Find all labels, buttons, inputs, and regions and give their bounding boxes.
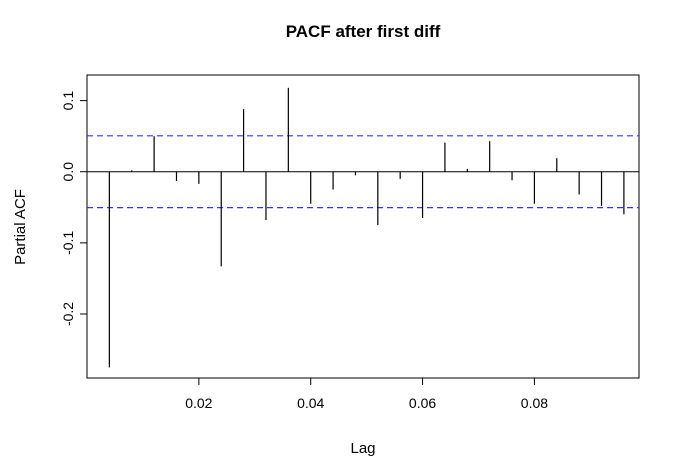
- x-tick-label: 0.08: [521, 395, 548, 411]
- y-tick-label: -0.1: [60, 231, 76, 255]
- x-tick-label: 0.06: [409, 395, 436, 411]
- plot-frame: [86, 74, 640, 379]
- x-axis-label: Lag: [350, 440, 375, 457]
- chart-title: PACF after first diff: [286, 22, 441, 41]
- y-axis-label: Partial ACF: [12, 189, 29, 265]
- x-tick-label: 0.04: [297, 395, 324, 411]
- y-axis: -0.2 -0.1 0.0 0.1: [60, 91, 88, 326]
- y-tick-label: -0.2: [60, 302, 76, 326]
- y-tick-label: 0.1: [60, 91, 76, 111]
- x-axis: 0.02 0.04 0.06 0.08: [185, 377, 548, 411]
- y-tick-label: 0.0: [60, 162, 76, 182]
- pacf-spikes: [108, 87, 625, 368]
- x-tick-label: 0.02: [185, 395, 212, 411]
- confidence-lines: [87, 135, 639, 209]
